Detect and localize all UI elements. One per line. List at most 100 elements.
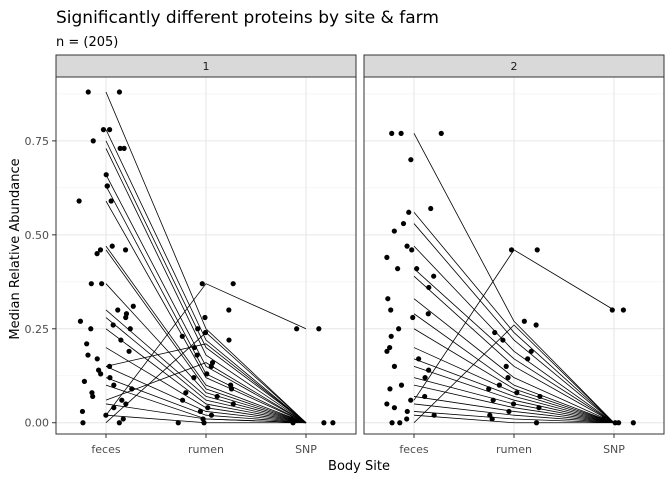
connecting-line [105,174,307,424]
x-tick-label: SNP [603,443,625,456]
connecting-line [413,223,615,424]
data-point [98,371,104,377]
chart-title: Significantly different proteins by site… [56,8,439,28]
y-axis-title: Median Relative Abundance [8,158,23,339]
data-point [116,420,122,426]
data-point [525,356,531,362]
data-point [208,412,215,418]
connecting-line [413,268,615,424]
data-point [431,273,437,279]
data-point [116,89,123,95]
connecting-line [105,328,307,424]
facet-strip-label: 1 [203,60,210,73]
y-axis-ticks: 0.00 0.25 0.50 0.75 [25,135,56,430]
connecting-line [105,140,307,424]
connecting-line [413,328,615,424]
data-point [194,352,200,358]
data-point [118,337,124,343]
data-point [120,416,126,422]
data-point [391,228,397,234]
data-point [422,375,428,381]
data-point [88,326,94,332]
data-point [400,220,407,227]
data-points [76,89,336,426]
data-point [505,375,511,381]
connecting-line [105,148,307,424]
data-point [536,405,542,411]
data-point [410,314,416,321]
data-point [404,243,410,249]
data-point [175,420,181,426]
data-point [179,397,186,403]
connecting-line [105,249,307,424]
data-point [385,296,391,302]
data-point [100,127,107,133]
data-point [384,401,390,407]
data-point [388,333,394,339]
data-point [104,183,110,189]
data-point [99,281,105,287]
data-point [398,130,404,136]
data-point [428,205,434,212]
data-point [76,198,82,204]
data-point [77,318,84,324]
data-point [397,420,403,426]
data-point [197,408,203,415]
data-point [316,326,322,332]
y-tick-label: 0.00 [25,417,50,430]
connecting-line [105,283,307,424]
data-point [195,326,201,332]
data-point [514,390,520,396]
data-point [183,390,189,396]
data-point [123,314,129,321]
data-point [389,130,395,136]
connecting-lines [413,133,615,424]
data-point [201,420,207,426]
data-point [396,326,402,332]
facet-panel-1: 1 feces rumen SNP [55,54,357,456]
data-point [129,386,135,392]
data-point [85,89,91,95]
x-tick-label: feces [91,443,120,456]
connecting-line [105,200,307,424]
data-point [199,281,205,287]
data-point [537,393,543,400]
data-point [528,348,534,354]
data-point [122,247,129,253]
data-point [115,307,121,313]
data-point [492,329,498,336]
data-point [612,420,618,426]
data-point [97,247,104,253]
data-point [103,412,109,418]
data-point [109,243,115,249]
data-point [119,397,125,403]
connecting-line [105,245,307,424]
data-point [107,375,113,381]
x-axis-title: Body Site [328,459,390,474]
data-point [321,420,327,426]
data-point [191,375,197,381]
data-point [123,401,129,407]
data-point [330,420,336,426]
connecting-line [413,275,615,424]
data-point [107,127,113,133]
data-point [126,348,132,354]
data-point [426,284,432,291]
data-point [438,130,444,136]
x-tick-label: feces [399,443,428,456]
data-point [226,337,232,343]
connecting-line [105,283,307,416]
data-point [294,326,300,332]
x-tick-label: rumen [188,443,224,456]
data-point [117,145,123,151]
data-point [79,408,86,415]
data-point [111,382,117,388]
data-point [490,397,496,403]
connecting-line [413,212,615,424]
data-point [226,307,232,313]
connecting-line [413,403,615,424]
data-point [496,382,502,388]
data-point [391,405,398,411]
